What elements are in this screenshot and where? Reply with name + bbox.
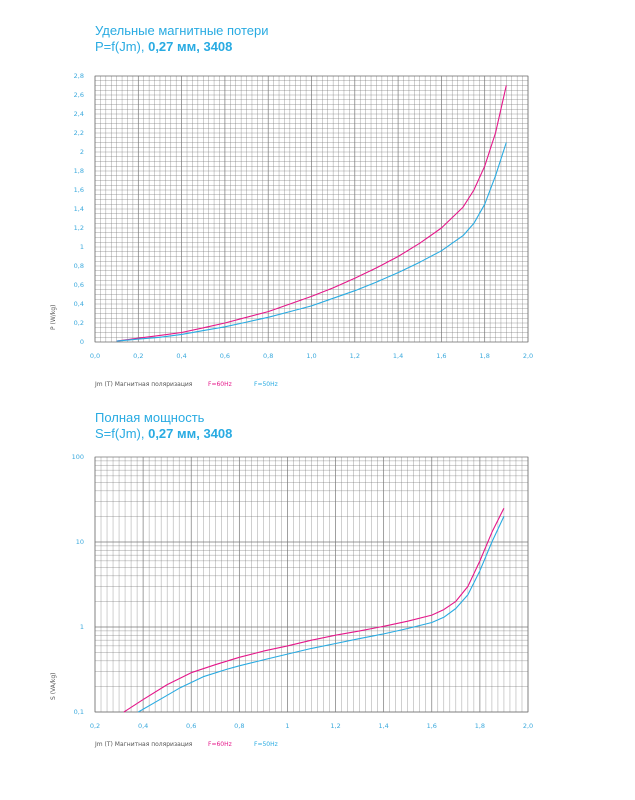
y-tick-label: 0,8	[74, 262, 84, 270]
y-tick-label: 1,6	[74, 186, 84, 194]
y-tick-label: 0,4	[74, 300, 84, 308]
chart-2-title-block: Полная мощность S=f(Jm), 0,27 мм, 3408	[95, 410, 232, 442]
series-line-50hz	[138, 516, 505, 713]
chart-1-title: Удельные магнитные потери	[95, 23, 269, 38]
x-axis-label: Jm (T) Магнитная поляризация	[94, 741, 193, 748]
series-line-60hz	[116, 85, 507, 342]
chart-2-subtitle-bold: 0,27 мм, 3408	[148, 426, 233, 441]
y-tick-label: 1,2	[74, 224, 84, 232]
y-tick-label: 100	[72, 453, 84, 461]
y-tick-label: 0	[80, 338, 84, 346]
x-tick-label: 1,6	[436, 352, 446, 360]
legend-entry: F=50Hz	[254, 381, 278, 388]
y-tick-label: 0,1	[74, 708, 84, 716]
chart-1: 0,0 0,2 0,4 0,6 0,8 1,0 1,2 1,4 1,6 1,8 2,0 0 0,2 0,4…	[50, 72, 533, 388]
y-tick-label: 1,8	[74, 167, 84, 175]
x-tick-label: 0,8	[263, 352, 273, 360]
chart-1-subtitle-prefix: P=f(Jm),	[95, 39, 149, 54]
chart-2-title: Полная мощность	[95, 410, 205, 425]
legend-entry: F=50Hz	[254, 741, 278, 748]
x-tick-label: 0,6	[186, 722, 196, 730]
y-tick-label: 0,2	[74, 319, 84, 327]
y-tick-label: 2,2	[74, 129, 84, 137]
y-tick-label: 10	[76, 538, 84, 546]
x-tick-label: 1,4	[393, 352, 403, 360]
y-tick-label: 2,4	[74, 110, 84, 118]
y-tick-label: 2,8	[74, 72, 84, 80]
grid	[94, 457, 529, 713]
x-tick-label: 0,6	[220, 352, 230, 360]
y-axis-label: P (W/kg)	[50, 305, 57, 330]
y-tick-label: 1	[80, 623, 84, 631]
y-tick-label: 1,4	[74, 205, 84, 213]
x-tick-label: 0,4	[176, 352, 186, 360]
x-tick-label: 0,0	[90, 352, 100, 360]
series-line-50hz	[116, 142, 507, 342]
x-tick-label: 1,6	[427, 722, 437, 730]
x-tick-label: 0,8	[234, 722, 244, 730]
x-tick-label: 1	[285, 722, 289, 730]
y-tick-label: 2	[80, 148, 84, 156]
x-tick-label: 0,4	[138, 722, 148, 730]
x-tick-label: 1,2	[330, 722, 340, 730]
x-tick-label: 1,4	[378, 722, 388, 730]
x-tick-label: 1,2	[350, 352, 360, 360]
x-tick-label: 0,2	[133, 352, 143, 360]
x-tick-label: 2,0	[523, 722, 533, 730]
legend-entry: F=60Hz	[208, 381, 232, 388]
x-tick-label: 1,0	[306, 352, 316, 360]
x-tick-label: 1,8	[480, 352, 490, 360]
grid	[94, 75, 529, 343]
chart-1-title-block: Удельные магнитные потери P=f(Jm), 0,27 …	[95, 23, 269, 55]
series-line-60hz	[123, 507, 505, 713]
x-tick-label: 2,0	[523, 352, 533, 360]
y-tick-label: 2,6	[74, 91, 84, 99]
x-tick-label: 1,8	[475, 722, 485, 730]
y-tick-label: 1	[80, 243, 84, 251]
chart-2: 0,2 0,4 0,6 0,8 1 1,2 1,4 1,6 1,8 2,0 0,1 1 10 100 S (…	[50, 453, 533, 748]
y-tick-label: 0,6	[74, 281, 84, 289]
chart-2-subtitle: S=f(Jm), 0,27 мм, 3408	[95, 426, 232, 442]
chart-1-subtitle: P=f(Jm), 0,27 мм, 3408	[95, 39, 269, 55]
x-tick-label: 0,2	[90, 722, 100, 730]
chart-2-subtitle-prefix: S=f(Jm),	[95, 426, 149, 441]
legend-entry: F=60Hz	[208, 741, 232, 748]
y-axis-label: S (VA/kg)	[50, 672, 57, 700]
chart-1-subtitle-bold: 0,27 мм, 3408	[148, 39, 233, 54]
x-axis-label: Jm (T) Магнитная поляризация	[94, 381, 193, 388]
